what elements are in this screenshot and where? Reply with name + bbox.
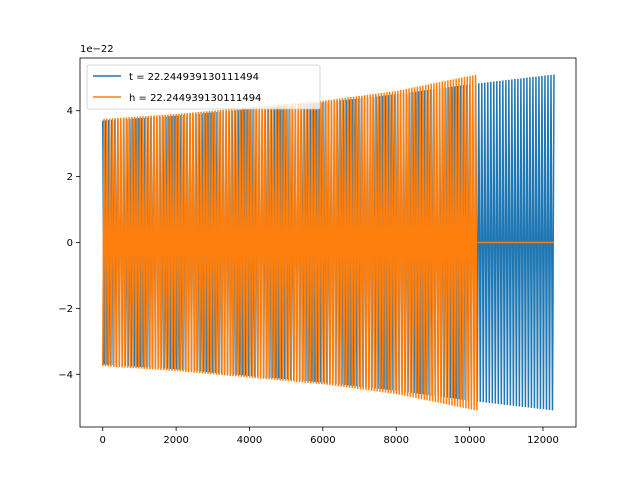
x-tick-label: 0: [100, 435, 106, 446]
legend-label-series-2: h = 22.244939130111494: [129, 93, 261, 104]
plot-area: [102, 74, 555, 411]
x-tick-label: 4000: [237, 435, 262, 446]
y-tick-label: 2: [67, 172, 73, 183]
y-tick-label: 4: [67, 106, 73, 117]
legend-box: [86, 64, 321, 110]
legend: t = 22.244939130111494 h = 22.2449391301…: [86, 64, 321, 110]
y-tick-label: −2: [58, 304, 73, 315]
y-axis: −4 −2 0 2 4: [58, 106, 80, 381]
x-axis: 0 2000 4000 6000 8000 10000 12000: [100, 427, 559, 446]
x-tick-label: 8000: [384, 435, 409, 446]
y-tick-label: 0: [67, 238, 73, 249]
x-tick-label: 2000: [163, 435, 188, 446]
x-tick-label: 10000: [454, 435, 486, 446]
x-tick-label: 6000: [310, 435, 335, 446]
y-offset-text: 1e−22: [80, 44, 114, 55]
x-tick-label: 12000: [527, 435, 559, 446]
legend-label-series-1: t = 22.244939130111494: [129, 72, 259, 83]
y-tick-label: −4: [58, 370, 73, 381]
